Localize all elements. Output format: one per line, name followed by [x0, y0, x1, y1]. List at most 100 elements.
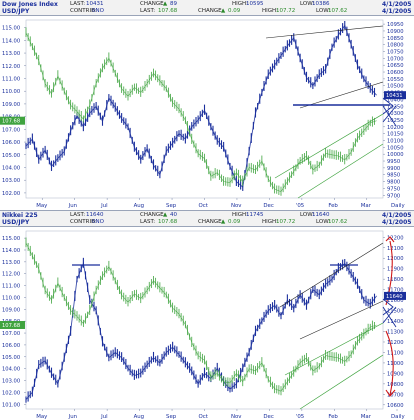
low2-value: 107.62	[328, 219, 348, 225]
x-tick-label: Daily	[391, 414, 405, 420]
high-value: 11745	[246, 212, 264, 218]
fx-channel-lower	[299, 354, 384, 410]
pair-ticker[interactable]: USD/JPY	[2, 8, 30, 15]
x-tick-label: '05	[296, 414, 304, 420]
right-tick-label: 11400	[387, 319, 404, 325]
high-label: HIGH:	[232, 1, 249, 7]
right-tick-label: 10650	[387, 63, 404, 69]
left-price-marker-label: 107.68	[2, 323, 20, 329]
crossing-arrows-icon	[382, 97, 397, 127]
right-tick-label: 10200	[387, 125, 404, 131]
low-label: LOW:	[300, 1, 315, 7]
left-tick-label: 106.00	[2, 343, 20, 349]
x-tick-label: May	[36, 414, 48, 420]
right-price-marker-label: 11640	[386, 294, 403, 300]
right-tick-label: 10800	[387, 382, 404, 388]
low2-value: 107.62	[328, 8, 348, 14]
right-tick-label: 9800	[387, 180, 400, 186]
x-tick-label: '05	[296, 203, 304, 209]
x-tick-label: Jun	[68, 414, 77, 420]
red-arrowhead-down-icon	[385, 389, 396, 397]
x-tick-label: Aug	[134, 203, 145, 209]
right-tick-label: 12200	[387, 235, 404, 241]
right-tick-label: 10850	[387, 36, 404, 42]
ticker-name[interactable]: Nikkei 225	[2, 212, 38, 219]
x-tick-label: Dec	[263, 414, 273, 420]
left-tick-label: 102.00	[2, 390, 20, 396]
left-price-marker-label: 107.68	[2, 119, 20, 125]
low-value: 11640	[312, 212, 330, 218]
ticker-name[interactable]: Dow Jones Index	[2, 1, 58, 8]
right-tick-label: 10300	[387, 111, 404, 117]
right-tick-label: 9900	[387, 166, 400, 172]
x-tick-label: Feb	[328, 203, 338, 209]
left-tick-label: 111.00	[2, 76, 20, 82]
right-price-marker	[384, 91, 406, 100]
change-label: CHANGE:	[140, 1, 166, 7]
left-tick-label: 112.00	[2, 64, 20, 70]
right-tick-label: 10150	[387, 132, 404, 138]
right-tick-label: 11300	[387, 330, 404, 336]
nikkei-header: Nikkei 225 LAST: 11640 CHANGE: ▲ 40 HIGH…	[0, 211, 414, 227]
plot-frame	[25, 230, 384, 410]
stock-channel-upper	[265, 25, 384, 39]
right-tick-label: 10900	[387, 371, 404, 377]
right-tick-label: 10050	[387, 145, 404, 151]
x-tick-label: Jul	[100, 203, 108, 209]
right-tick-label: 10700	[387, 392, 404, 398]
right-tick-label: 10800	[387, 43, 404, 49]
right-tick-label: 9850	[387, 173, 400, 179]
contrib-value: 0NO	[92, 219, 104, 225]
right-tick-label: 9950	[387, 159, 400, 165]
x-tick-label: May	[36, 203, 48, 209]
left-tick-label: 115.00	[2, 236, 20, 242]
high2-value: 107.72	[276, 8, 296, 14]
last2-label: LAST:	[140, 8, 156, 14]
up-triangle-icon: ▲	[163, 1, 168, 7]
x-tick-label: Feb	[328, 414, 338, 420]
date2-label: 4/1/2005	[382, 219, 412, 226]
left-tick-label: 107.00	[2, 331, 20, 337]
left-tick-label: 103.00	[2, 178, 20, 184]
left-tick-label: 115.00	[2, 26, 20, 32]
change-value: 40	[170, 212, 177, 218]
left-tick-label: 111.00	[2, 284, 20, 290]
date-label: 4/1/2005	[382, 1, 412, 8]
left-tick-label: 101.00	[2, 402, 20, 408]
right-tick-label: 9750	[387, 186, 400, 192]
date2-label: 4/1/2005	[382, 8, 412, 15]
fx-series-line	[25, 32, 377, 192]
up-triangle-icon: ▲	[221, 219, 226, 225]
right-tick-label: 10600	[387, 403, 404, 409]
left-tick-label: 113.00	[2, 51, 20, 57]
date-label: 4/1/2005	[382, 212, 412, 219]
dow-chart: 115.00 114.00 113.00 112.00 111.00 110.00 109.…	[0, 19, 406, 209]
stock-channel-lower	[299, 300, 384, 340]
x-tick-label: Mar	[361, 414, 372, 420]
fx-channel-upper	[284, 322, 384, 376]
right-tick-label: 9700	[387, 193, 400, 199]
left-tick-label: 113.00	[2, 260, 20, 266]
change-label: CHANGE:	[140, 212, 166, 218]
right-tick-label: 11800	[387, 277, 404, 283]
right-tick-label: 11200	[387, 340, 404, 346]
right-tick-label: 10700	[387, 56, 404, 62]
left-tick-label: 105.00	[2, 355, 20, 361]
change2-value: 0.09	[228, 219, 241, 225]
low-value: 10386	[312, 1, 330, 7]
right-tick-label: 10250	[387, 118, 404, 124]
crossing-arrows-icon	[382, 298, 397, 328]
change2-value: 0.09	[228, 8, 241, 14]
right-tick-label: 11600	[387, 298, 404, 304]
low2-label: LOW:	[316, 219, 331, 225]
left-tick-label: 110.00	[2, 89, 20, 95]
red-arrowhead-up-icon	[385, 236, 395, 243]
x-tick-label: Dec	[263, 203, 273, 209]
left-tick-label: 112.00	[2, 272, 20, 278]
left-tick-label: 104.00	[2, 165, 20, 171]
x-tick-label: Nov	[231, 203, 242, 209]
stock-series-line	[25, 24, 377, 188]
left-tick-label: 109.00	[2, 307, 20, 313]
x-tick-label: Oct	[199, 414, 208, 420]
pair-ticker[interactable]: USD/JPY	[2, 219, 30, 226]
